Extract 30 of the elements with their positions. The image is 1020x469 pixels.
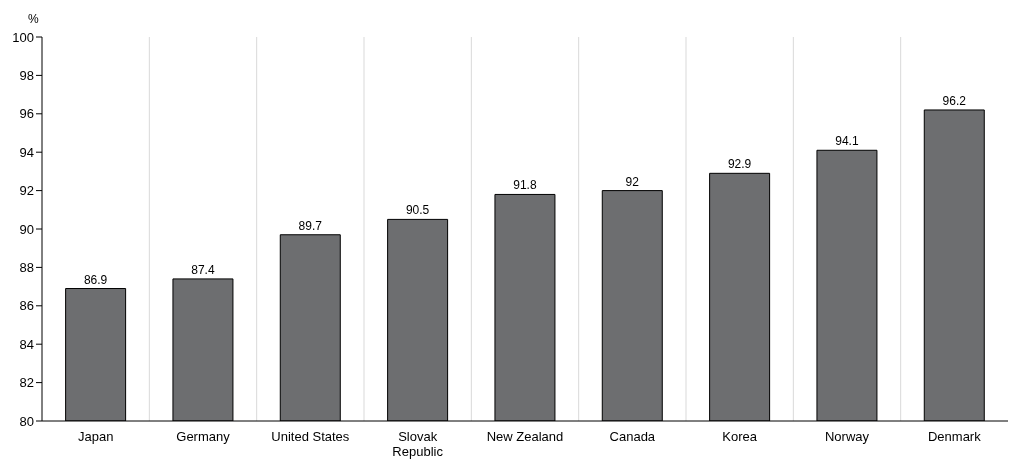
y-tick-label: 96 <box>19 106 34 122</box>
y-tick-label: 92 <box>19 183 34 199</box>
y-tick-label: 84 <box>19 336 34 352</box>
data-label: 87.4 <box>191 262 215 277</box>
data-label: 86.9 <box>83 272 108 287</box>
y-tick-label: 90 <box>19 221 34 237</box>
y-tick-label: 86 <box>19 298 34 314</box>
y-tick-label: 88 <box>19 260 34 276</box>
x-tick-label: Canada <box>609 429 656 444</box>
data-label: 94.1 <box>835 134 859 149</box>
x-tick-label: Denmark <box>927 429 982 444</box>
x-tick-label: Germany <box>176 429 231 444</box>
data-label: 92.9 <box>727 157 752 172</box>
data-label: 90.5 <box>405 203 430 218</box>
x-tick-label: Japan <box>77 429 114 444</box>
x-tick-label: Korea <box>722 429 758 444</box>
y-axis-title: % <box>28 12 39 26</box>
data-label: 89.7 <box>298 218 323 233</box>
data-label: 96.2 <box>942 93 967 108</box>
y-tick-label: 94 <box>19 144 34 160</box>
data-label: 91.8 <box>513 178 537 193</box>
x-tick-label: Slovak Republic <box>392 429 444 459</box>
data-label: 92 <box>625 174 640 189</box>
y-tick-label: 80 <box>19 413 34 429</box>
y-tick-label: 82 <box>19 375 34 391</box>
x-tick-label: New Zealand <box>486 429 564 444</box>
y-tick-label: 100 <box>12 29 34 45</box>
x-tick-label: Norway <box>824 429 870 444</box>
y-tick-label: 98 <box>19 68 34 84</box>
x-tick-label: United States <box>271 429 350 444</box>
